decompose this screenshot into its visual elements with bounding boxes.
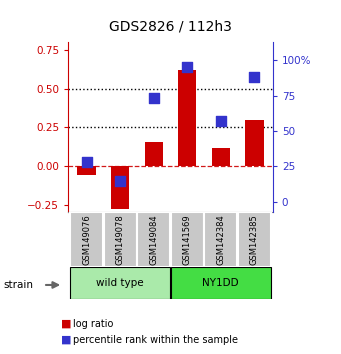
- Text: log ratio: log ratio: [73, 319, 114, 329]
- Point: [117, 178, 123, 183]
- Bar: [137, 212, 170, 267]
- Text: NY1DD: NY1DD: [203, 278, 239, 288]
- Bar: [238, 212, 271, 267]
- Text: ■: ■: [61, 319, 72, 329]
- Text: GSM149084: GSM149084: [149, 215, 158, 265]
- Point: [184, 64, 190, 70]
- Bar: [211, 148, 230, 166]
- Text: GSM142385: GSM142385: [250, 215, 259, 265]
- Text: GDS2826 / 112h3: GDS2826 / 112h3: [109, 19, 232, 34]
- Text: strain: strain: [3, 280, 33, 290]
- Bar: [204, 212, 237, 267]
- Text: ■: ■: [61, 335, 72, 345]
- Bar: [104, 212, 137, 267]
- Point: [252, 74, 257, 80]
- Bar: [77, 166, 96, 175]
- Text: GSM142384: GSM142384: [216, 215, 225, 265]
- Bar: [245, 120, 264, 166]
- Text: percentile rank within the sample: percentile rank within the sample: [73, 335, 238, 345]
- Point: [218, 118, 224, 124]
- Text: wild type: wild type: [97, 278, 144, 288]
- Point: [151, 96, 157, 101]
- Text: GSM149076: GSM149076: [82, 215, 91, 265]
- Point: [84, 159, 89, 165]
- Bar: [178, 70, 196, 166]
- Bar: [145, 142, 163, 166]
- Bar: [70, 212, 103, 267]
- Bar: [70, 267, 170, 299]
- Bar: [170, 267, 271, 299]
- Text: GSM141569: GSM141569: [183, 215, 192, 265]
- Bar: [170, 212, 204, 267]
- Bar: [111, 166, 130, 209]
- Text: GSM149078: GSM149078: [116, 215, 125, 265]
